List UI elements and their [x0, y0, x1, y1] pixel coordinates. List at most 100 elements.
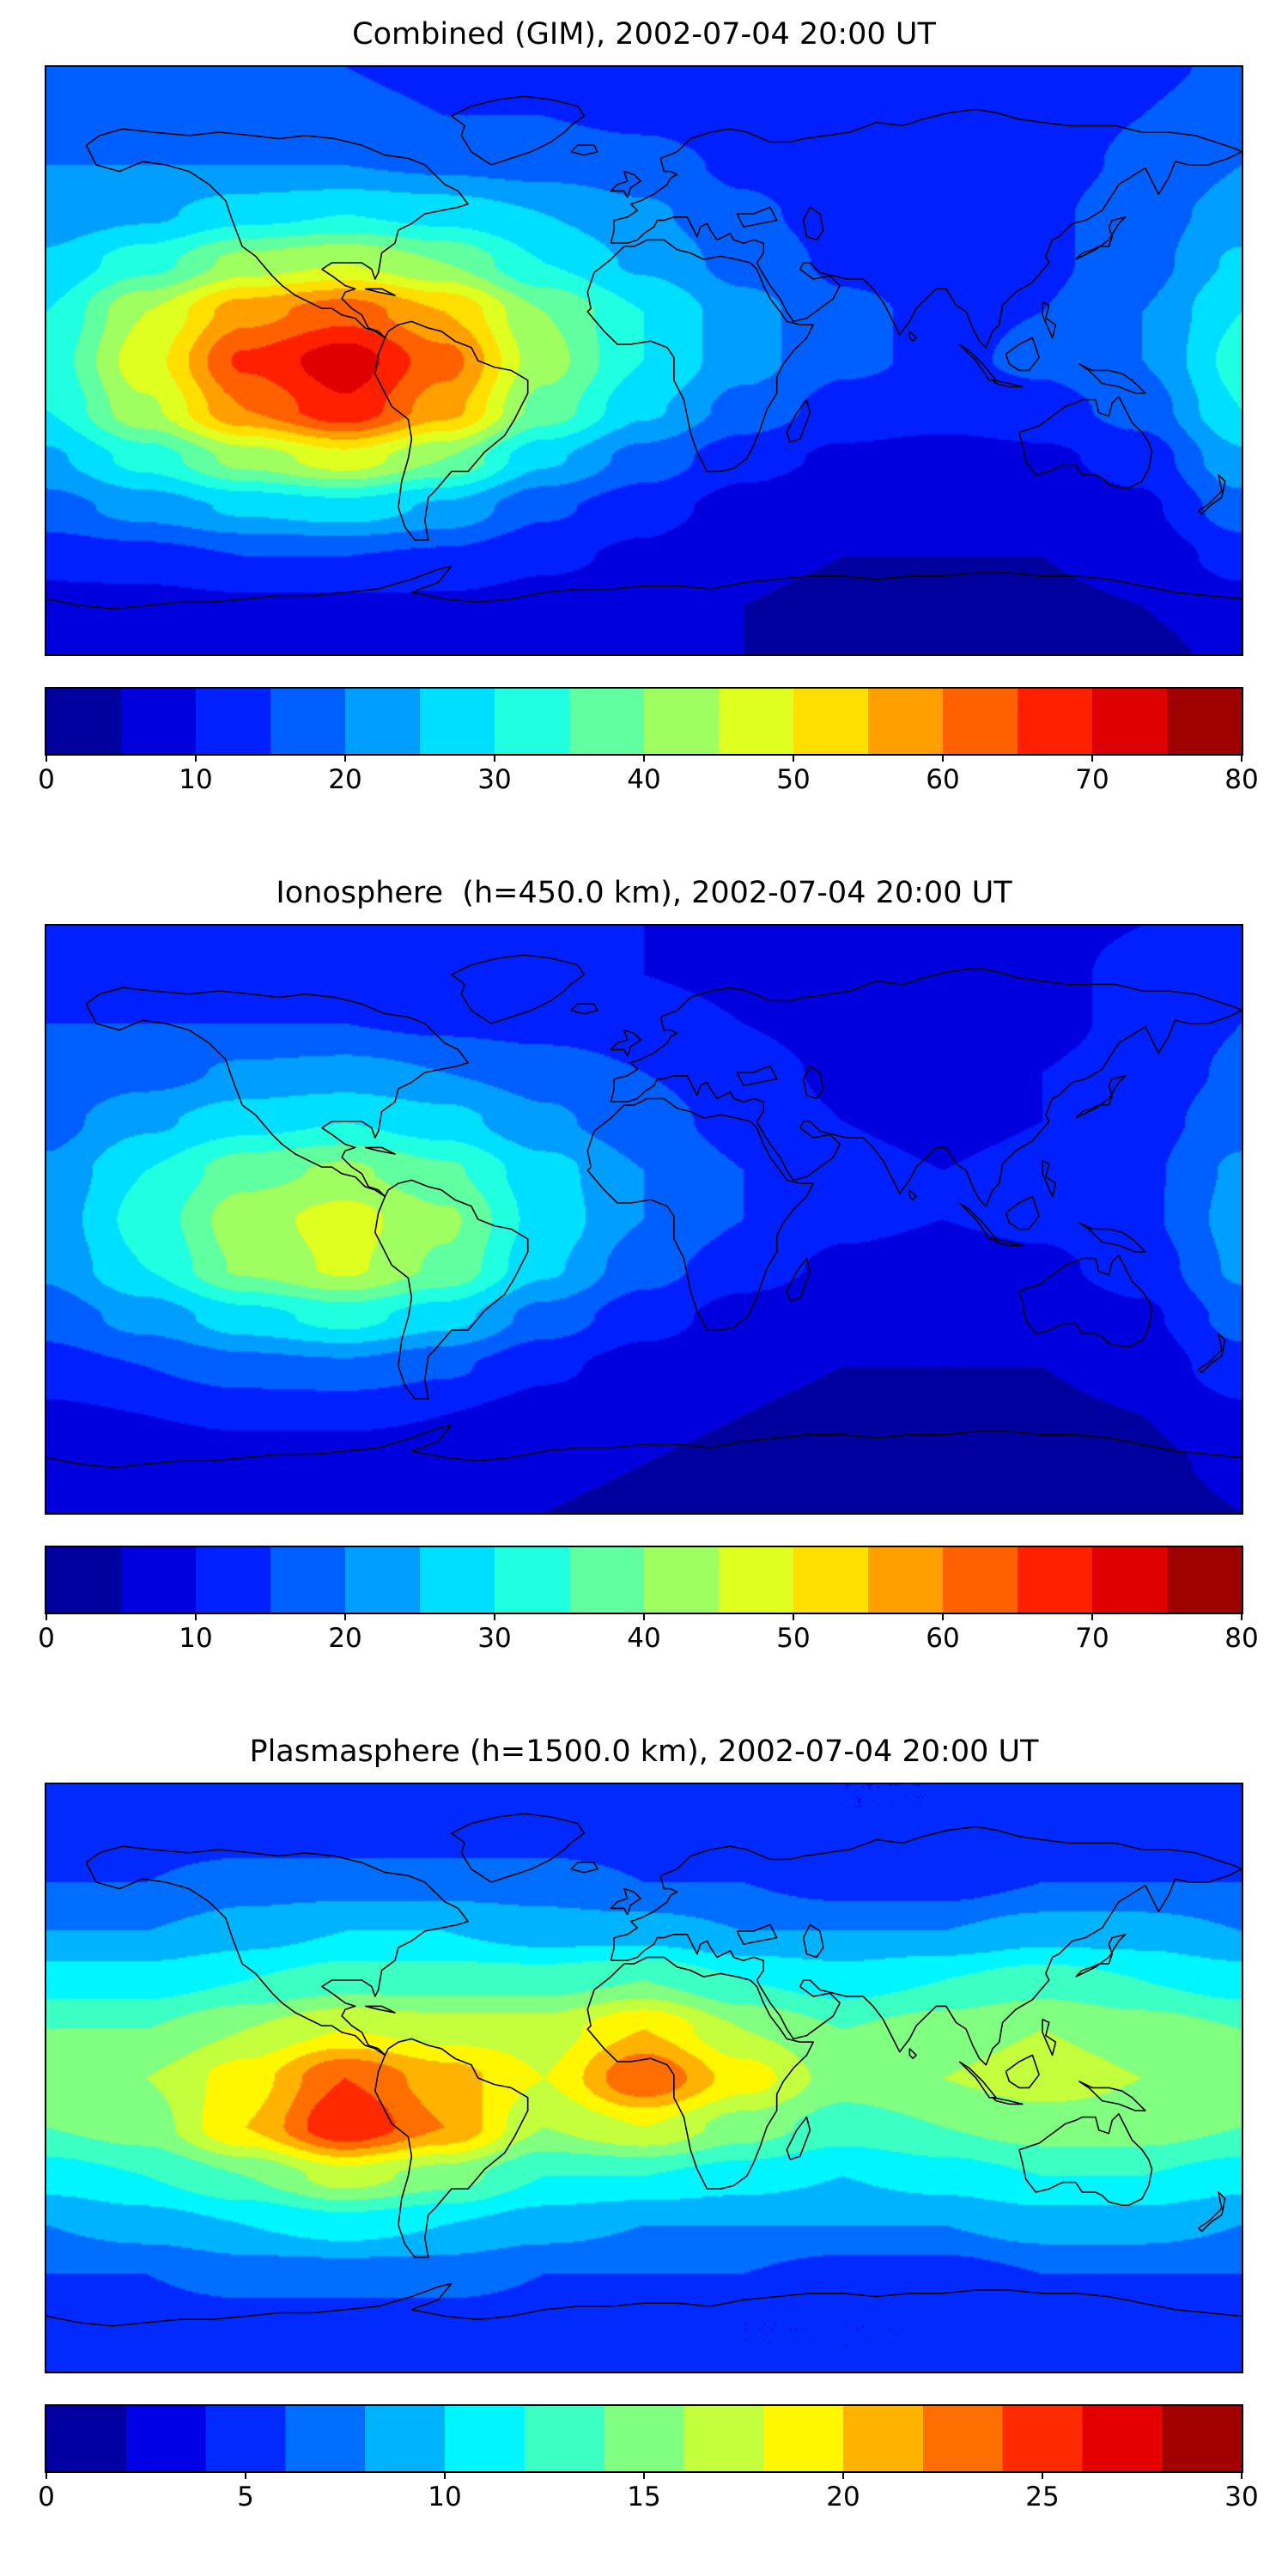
colorbar-tick	[494, 754, 495, 762]
colorbar-tick-label: 20	[826, 2482, 860, 2512]
coastline-path	[1199, 475, 1225, 514]
colorbar-tick-label: 15	[627, 2482, 661, 2512]
coastline-path	[1005, 337, 1039, 370]
coastline-path	[587, 240, 813, 471]
coastline-path	[1079, 2081, 1145, 2111]
colorbar-canvas	[46, 2406, 1242, 2471]
coastline-path	[959, 344, 996, 380]
coastline-path	[1076, 1935, 1126, 1977]
coastline-path	[1079, 1223, 1145, 1252]
coastline-path	[787, 1259, 810, 1301]
colorbar-tick-label: 70	[1075, 1623, 1109, 1654]
colorbar-tick-label: 30	[1224, 2482, 1259, 2512]
coastline-path	[1076, 1076, 1126, 1118]
coastline-path	[571, 1004, 598, 1013]
colorbar-tick-label: 80	[1224, 1623, 1259, 1654]
colorbar-tick	[494, 1613, 495, 1620]
colorbar-tick	[344, 1613, 346, 1620]
coastline-path	[611, 172, 641, 197]
coastline-path	[737, 1066, 776, 1085]
coastline-path	[804, 1066, 823, 1098]
colorbar-tick-label: 50	[776, 764, 811, 795]
colorbar-tick	[1241, 754, 1242, 762]
colorbar-tick-label: 30	[477, 1623, 512, 1654]
tec-map-canvas	[46, 67, 1242, 654]
panel-title: Ionosphere (h=450.0 km), 2002-07-04 20:0…	[276, 876, 1012, 910]
coastline-path	[46, 2283, 1242, 2325]
tec-map	[45, 1783, 1243, 2373]
colorbar-tick	[842, 2471, 844, 2479]
coastline-path	[1042, 1161, 1055, 1197]
colorbar-tick	[245, 2471, 246, 2479]
coastline-path	[571, 145, 598, 155]
colorbar-tick-label: 80	[1224, 764, 1259, 795]
coastline-path	[611, 109, 1242, 347]
coastline-path	[452, 955, 585, 1024]
coastline-path	[959, 1203, 996, 1239]
coastline-path	[787, 400, 810, 442]
colorbar-canvas	[46, 1547, 1242, 1613]
colorbar-tick-label: 40	[627, 1623, 661, 1654]
coastlines-overlay	[46, 1784, 1242, 2372]
tec-map	[45, 924, 1243, 1515]
colorbar-tick	[793, 1613, 794, 1620]
coastline-path	[993, 1239, 1023, 1246]
coastline-path	[375, 2038, 528, 2257]
coastline-path	[375, 1180, 528, 1399]
coastline-path	[1199, 1334, 1225, 1373]
coastline-path	[452, 96, 585, 165]
ionosphere-panel: Ionosphere (h=450.0 km), 2002-07-04 20:0…	[0, 859, 1288, 1717]
colorbar-tick-labels: 0 10 20 30 40 50 60 70 80	[38, 1623, 1259, 1661]
colorbar-tick	[444, 2471, 446, 2479]
tec-map	[45, 65, 1243, 656]
colorbar	[45, 1546, 1243, 1620]
colorbar-tick	[793, 754, 794, 762]
coastline-path	[909, 2049, 916, 2058]
colorbar-tick-label: 70	[1075, 764, 1109, 795]
coastline-path	[1042, 302, 1055, 338]
coastline-path	[365, 289, 395, 295]
coastline-path	[1019, 2114, 1152, 2205]
colorbar-tick	[195, 1613, 197, 1620]
coastline-path	[804, 1924, 823, 1957]
coastline-path	[86, 1846, 468, 2055]
coastline-path	[571, 1862, 598, 1872]
colorbar-tick	[1091, 1613, 1093, 1620]
colorbar-tick	[344, 754, 346, 762]
coastline-path	[1019, 1255, 1152, 1346]
colorbar-tick-label: 0	[38, 764, 55, 795]
colorbar-tick	[1042, 2471, 1043, 2479]
colorbar-tick-label: 60	[926, 764, 960, 795]
coastline-path	[959, 2062, 996, 2098]
coastline-path	[365, 1147, 395, 1154]
colorbar-tick-label: 40	[627, 764, 661, 795]
colorbar-tick	[46, 1613, 47, 1620]
colorbar-tick-label: 20	[328, 1623, 362, 1654]
colorbar-tick	[942, 1613, 944, 1620]
colorbar-tick-label: 0	[38, 2482, 55, 2512]
panel-title: Combined (GIM), 2002-07-04 20:00 UT	[352, 17, 936, 52]
coastline-path	[611, 1030, 641, 1056]
colorbar-canvas	[46, 689, 1242, 754]
colorbar-tick-label: 10	[179, 764, 213, 795]
coastline-path	[611, 968, 1242, 1206]
colorbar-tick	[643, 754, 645, 762]
coastline-path	[1005, 2055, 1039, 2087]
coastline-path	[46, 1425, 1242, 1467]
coastline-path	[1042, 2020, 1055, 2056]
coastline-path	[587, 1957, 813, 2189]
plasmasphere-panel: Plasmasphere (h=1500.0 km), 2002-07-04 2…	[0, 1717, 1288, 2576]
colorbar-tick-label: 20	[328, 764, 362, 795]
colorbar-tick	[1241, 2471, 1242, 2479]
coastline-path	[86, 987, 468, 1196]
colorbar-tick	[643, 2471, 645, 2479]
coastline-path	[787, 2117, 810, 2160]
coastline-path	[1199, 2192, 1225, 2232]
colorbar-tick-label: 10	[428, 2482, 462, 2512]
colorbar-tick-label: 0	[38, 1623, 55, 1654]
colorbar-tick	[1091, 754, 1093, 762]
coastline-path	[993, 2098, 1023, 2105]
colorbar	[45, 2404, 1243, 2479]
colorbar-tick-labels: 0 10 20 30 40 50 60 70 80	[38, 764, 1259, 802]
colorbar-tick-label: 5	[237, 2482, 254, 2512]
